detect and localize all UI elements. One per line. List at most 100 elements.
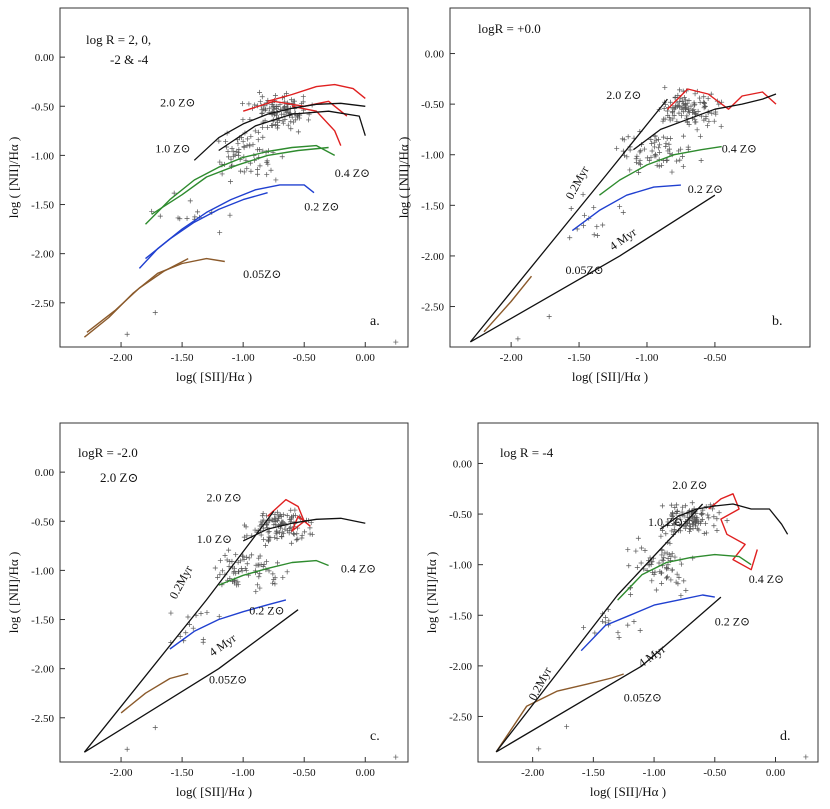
curve-label: 0.05Z⊙: [209, 672, 247, 686]
data-point-cross: [564, 724, 570, 730]
data-point-cross: [231, 570, 237, 576]
data-point-cross: [653, 587, 659, 593]
data-point-cross: [709, 110, 715, 116]
data-point-cross: [257, 585, 263, 591]
series-line-3: [617, 553, 752, 601]
data-point-cross: [241, 169, 247, 175]
data-point-cross: [187, 621, 193, 627]
data-point-cross: [271, 522, 277, 528]
data-point-cross: [674, 508, 680, 514]
x-tick-label: -2.00: [110, 352, 133, 364]
data-point-cross: [280, 574, 286, 580]
x-axis-title: log( [SII]/Hα ): [572, 369, 648, 384]
x-tick-label: -1.00: [232, 767, 255, 779]
plot-frame: [449, 7, 811, 348]
data-point-cross: [635, 535, 641, 541]
data-point-cross: [699, 516, 705, 522]
data-point-cross: [660, 118, 666, 124]
data-point-cross: [279, 534, 285, 540]
y-axis-title: log ( [NII]/Hα ): [6, 552, 21, 634]
data-point-cross: [274, 509, 280, 515]
data-point-cross: [697, 95, 703, 101]
data-point-cross: [300, 94, 306, 100]
data-point-cross: [680, 164, 686, 170]
data-point-cross: [308, 520, 314, 526]
data-point-cross: [679, 154, 685, 160]
data-point-cross: [670, 510, 676, 516]
series-line-4: [580, 594, 715, 652]
curve-label: 0.2 Z⊙: [715, 614, 750, 628]
data-point-cross: [677, 87, 683, 93]
series-line-10: [83, 257, 225, 338]
x-tick-label: -1.00: [643, 767, 666, 779]
data-point-cross: [711, 118, 717, 124]
data-point-cross: [289, 114, 295, 120]
data-point-cross: [675, 581, 681, 587]
data-point-cross: [693, 519, 699, 525]
data-point-cross: [268, 167, 274, 173]
data-point-cross: [716, 510, 722, 516]
data-point-cross: [677, 516, 683, 522]
data-point-cross: [279, 529, 285, 535]
data-point-cross: [705, 512, 711, 518]
data-point-cross: [591, 205, 597, 211]
data-point-cross: [698, 510, 704, 516]
y-tick-label: -2.50: [421, 302, 444, 314]
data-point-cross: [699, 511, 705, 517]
data-point-cross: [625, 547, 631, 553]
data-point-cross: [255, 166, 261, 172]
data-point-cross: [279, 519, 285, 525]
data-point-cross: [673, 520, 679, 526]
data-point-cross: [185, 614, 191, 620]
data-point-cross: [663, 531, 669, 537]
y-tick-label: 0.00: [453, 458, 473, 470]
x-tick-label: -1.50: [582, 767, 605, 779]
data-point-cross: [240, 138, 246, 144]
x-axis-title: log( [SII]/Hα ): [176, 784, 252, 799]
data-point-cross: [270, 104, 276, 110]
data-point-cross: [672, 94, 678, 100]
data-point-cross: [247, 142, 253, 148]
y-axis-title: log ( [NII]/Hα ): [396, 137, 411, 219]
data-point-cross: [195, 209, 201, 215]
data-point-cross: [657, 149, 663, 155]
data-point-cross: [286, 525, 292, 531]
x-axis-title: log( [SII]/Hα ): [590, 784, 666, 799]
data-point-cross: [674, 502, 680, 508]
series-line-1: [267, 83, 366, 102]
y-tick-label: -0.50: [449, 509, 472, 521]
data-point-cross: [665, 562, 671, 568]
data-point-cross: [676, 99, 682, 105]
data-point-cross: [288, 119, 294, 125]
curve-label: 2.0 Z⊙: [606, 88, 641, 102]
x-tick-label: -0.50: [703, 767, 726, 779]
data-points: [536, 500, 809, 760]
data-point-cross: [248, 133, 254, 139]
data-point-cross: [270, 580, 276, 586]
data-point-cross: [614, 145, 620, 151]
data-points: [515, 84, 725, 342]
data-point-cross: [281, 104, 287, 110]
curve-label: 2.0 Z⊙: [160, 95, 195, 109]
data-point-cross: [261, 536, 267, 542]
data-point-cross: [636, 160, 642, 166]
y-axis-title: log ( [NII]/Hα ): [6, 137, 21, 219]
data-point-cross: [667, 99, 673, 105]
data-point-cross: [252, 128, 258, 134]
x-tick-label: -1.50: [171, 767, 194, 779]
data-point-cross: [264, 172, 270, 178]
data-point-cross: [661, 555, 667, 561]
data-point-cross: [235, 141, 241, 147]
data-point-cross: [291, 531, 297, 537]
curve-label: 1.0 Z⊙: [648, 515, 683, 529]
data-point-cross: [685, 144, 691, 150]
curve-label: 1.0 Z⊙: [197, 532, 232, 546]
data-point-cross: [646, 562, 652, 568]
data-point-cross: [255, 137, 261, 143]
data-point-cross: [272, 534, 278, 540]
panel-note: log R = -4: [500, 445, 554, 460]
data-point-cross: [670, 116, 676, 122]
data-point-cross: [283, 90, 289, 96]
data-point-cross: [244, 136, 250, 142]
data-point-cross: [198, 611, 204, 617]
